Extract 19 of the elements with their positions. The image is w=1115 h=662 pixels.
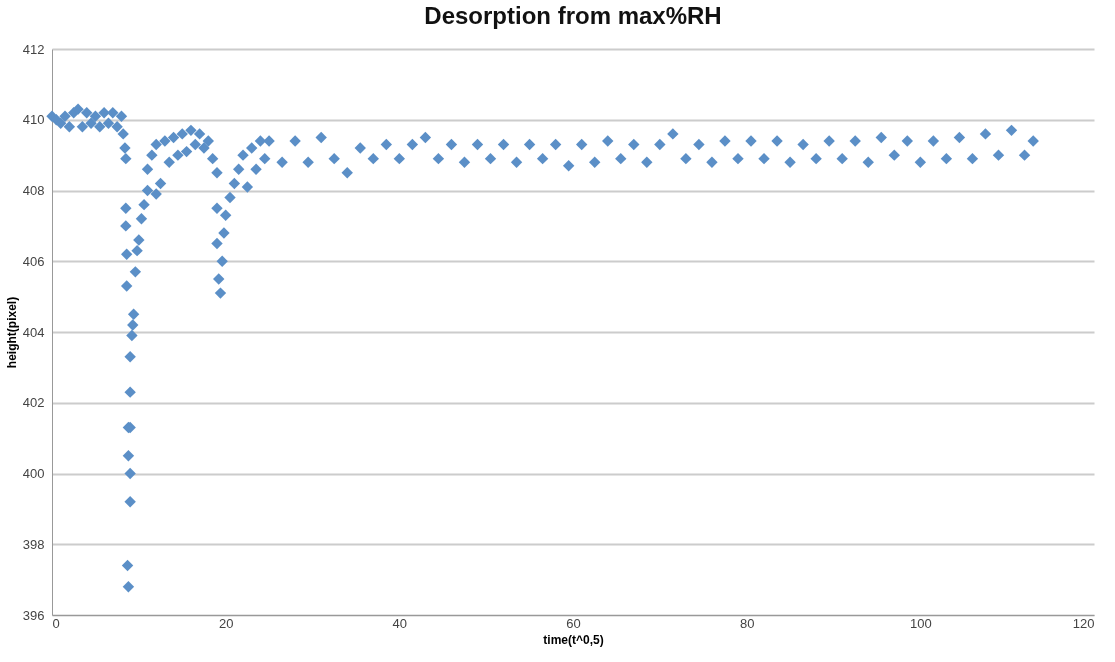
x-tick-label: 0 [52,615,60,631]
y-tick-label: 400 [22,466,45,481]
y-tick-label: 410 [22,112,45,128]
y-tick-label: 408 [22,183,45,198]
x-tick-label: 40 [392,615,408,631]
y-tick-label: 398 [22,536,45,552]
x-tick-label: 80 [739,615,755,631]
y-tick-label: 396 [22,607,45,623]
x-tick-label: 100 [909,615,932,631]
x-tick-label: 20 [218,615,234,631]
x-axis-title: time(t^0,5) [543,632,604,647]
chart-title: Desorption from max%RH [424,2,722,29]
y-axis-title: height(pixel) [4,296,19,369]
y-tick-label: 406 [22,253,45,269]
y-tick-label: 412 [22,41,45,57]
x-tick-label: 120 [1072,615,1095,631]
x-tick-label: 60 [566,615,581,631]
y-tick-label: 404 [22,324,45,340]
y-tick-label: 402 [22,395,45,411]
